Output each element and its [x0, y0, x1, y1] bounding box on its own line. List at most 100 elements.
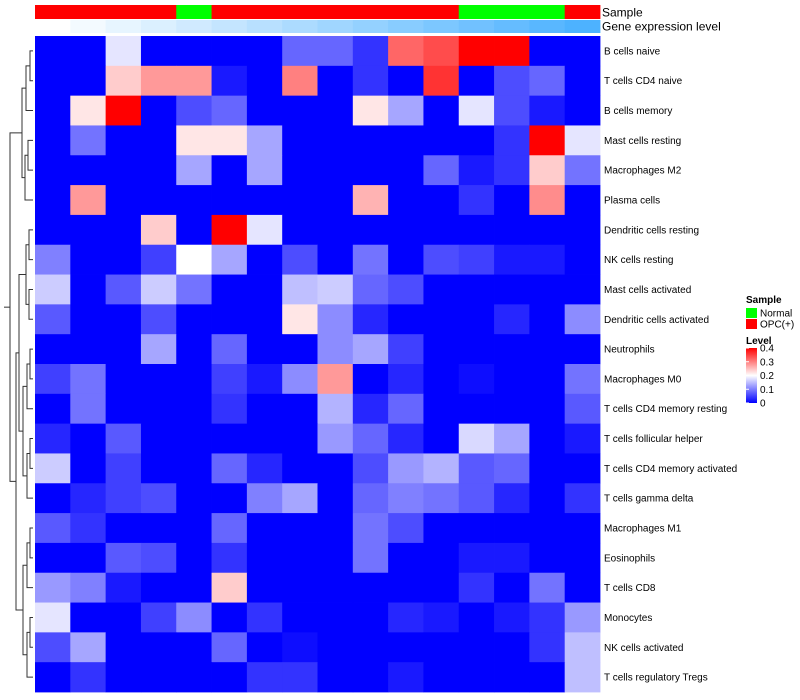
heatmap-cell — [352, 36, 389, 67]
level-colorbar — [746, 348, 757, 403]
sample-annotation-cell — [388, 5, 424, 19]
heatmap-cell — [458, 65, 495, 97]
heatmap-cell — [246, 393, 283, 425]
heatmap-cell — [246, 65, 283, 97]
heatmap-cell — [458, 36, 495, 67]
sample-annotation-cell — [176, 5, 212, 19]
heatmap-cell — [282, 453, 318, 484]
heatmap-cell — [423, 185, 460, 216]
gene-level-annotation-cell — [494, 20, 530, 33]
legend-label-normal: Normal — [760, 309, 792, 320]
heatmap-cell — [246, 632, 283, 663]
heatmap-cell — [140, 214, 177, 246]
heatmap-cell — [529, 36, 566, 67]
heatmap-cell — [458, 304, 495, 335]
heatmap-cell — [140, 36, 177, 67]
heatmap-cell — [564, 244, 601, 275]
gene-expression-level-track — [35, 20, 601, 33]
sample-annotation-cell — [529, 5, 566, 19]
heatmap-cell — [352, 483, 389, 514]
heatmap-cell — [352, 334, 389, 365]
sample-annotation-cell — [494, 5, 530, 19]
heatmap-cell — [388, 662, 424, 693]
heatmap-cell — [35, 632, 71, 663]
heatmap-cell — [282, 393, 318, 425]
level-legend: Level 0.4 0.3 0.2 0.1 0 — [746, 336, 774, 410]
heatmap-cell — [176, 542, 212, 574]
heatmap-cell — [211, 513, 248, 544]
heatmap-cell — [70, 334, 107, 365]
heatmap-cell — [317, 155, 354, 186]
heatmap-cell — [494, 423, 530, 454]
heatmap-cell — [458, 334, 495, 365]
heatmap-cell — [70, 36, 107, 67]
heatmap-cell — [564, 334, 601, 365]
heatmap-cell — [70, 572, 107, 603]
heatmap-cell — [423, 483, 460, 514]
row-label: NK cells activated — [604, 643, 683, 654]
heatmap-cell — [458, 423, 495, 454]
heatmap-cell — [70, 423, 107, 454]
row-label: Plasma cells — [604, 196, 660, 207]
heatmap-cell — [564, 483, 601, 514]
heatmap-cell — [494, 572, 530, 603]
heatmap-cell — [529, 572, 566, 603]
heatmap-cell — [529, 602, 566, 633]
heatmap-cell — [388, 572, 424, 603]
heatmap-cell — [317, 483, 354, 514]
heatmap-cell — [458, 483, 495, 514]
dendrogram-branch — [22, 385, 27, 477]
row-label: T cells gamma delta — [604, 494, 694, 505]
heatmap-cell — [105, 36, 142, 67]
heatmap-cell — [70, 95, 107, 126]
sample-legend-title: Sample — [746, 295, 782, 306]
heatmap-cell — [282, 542, 318, 574]
heatmap-cell — [140, 513, 177, 544]
heatmap-cell — [70, 602, 107, 633]
heatmap-cell — [70, 393, 107, 425]
row-label: Macrophages M0 — [604, 374, 682, 385]
heatmap-cell — [176, 513, 212, 544]
heatmap-cell — [246, 662, 283, 693]
heatmap-cell — [317, 274, 354, 305]
heatmap-cell — [317, 572, 354, 603]
heatmap-cell — [105, 304, 142, 335]
heatmap-cell — [246, 602, 283, 633]
heatmap-cell — [35, 304, 71, 335]
heatmap-cell — [564, 304, 601, 335]
gene-level-annotation-cell — [282, 20, 318, 33]
heatmap-cell — [317, 423, 354, 454]
heatmap-cell — [35, 125, 71, 156]
heatmap-cell — [140, 632, 177, 663]
heatmap-cell — [140, 304, 177, 335]
row-label: Dendritic cells resting — [604, 225, 699, 236]
heatmap-cell — [211, 334, 248, 365]
level-tick-label: 0.3 — [760, 357, 774, 368]
heatmap-cell — [176, 334, 212, 365]
heatmap-cell — [388, 602, 424, 633]
heatmap-cell — [140, 423, 177, 454]
heatmap-cell — [564, 632, 601, 663]
heatmap-cell — [388, 542, 424, 574]
heatmap-cell — [352, 214, 389, 246]
heatmap-cell — [458, 244, 495, 275]
heatmap-cell — [105, 244, 142, 275]
heatmap-cell — [70, 483, 107, 514]
sample-annotation-cell — [70, 5, 107, 19]
heatmap-cell — [388, 483, 424, 514]
heatmap-cell — [317, 214, 354, 246]
heatmap-cell — [423, 632, 460, 663]
heatmap-cell — [529, 274, 566, 305]
heatmap-cell — [35, 662, 71, 693]
sample-annotation-cell — [458, 5, 495, 19]
heatmap-cell — [494, 542, 530, 574]
heatmap-cell — [317, 185, 354, 216]
dendrogram-branch — [22, 564, 27, 656]
heatmap-cell — [176, 364, 212, 395]
heatmap-cell — [458, 95, 495, 126]
heatmap-cell — [176, 572, 212, 603]
sample-annotation-track — [35, 5, 601, 19]
heatmap-cell — [494, 185, 530, 216]
row-label: T cells regulatory Tregs — [604, 673, 708, 684]
heatmap-cell — [564, 423, 601, 454]
